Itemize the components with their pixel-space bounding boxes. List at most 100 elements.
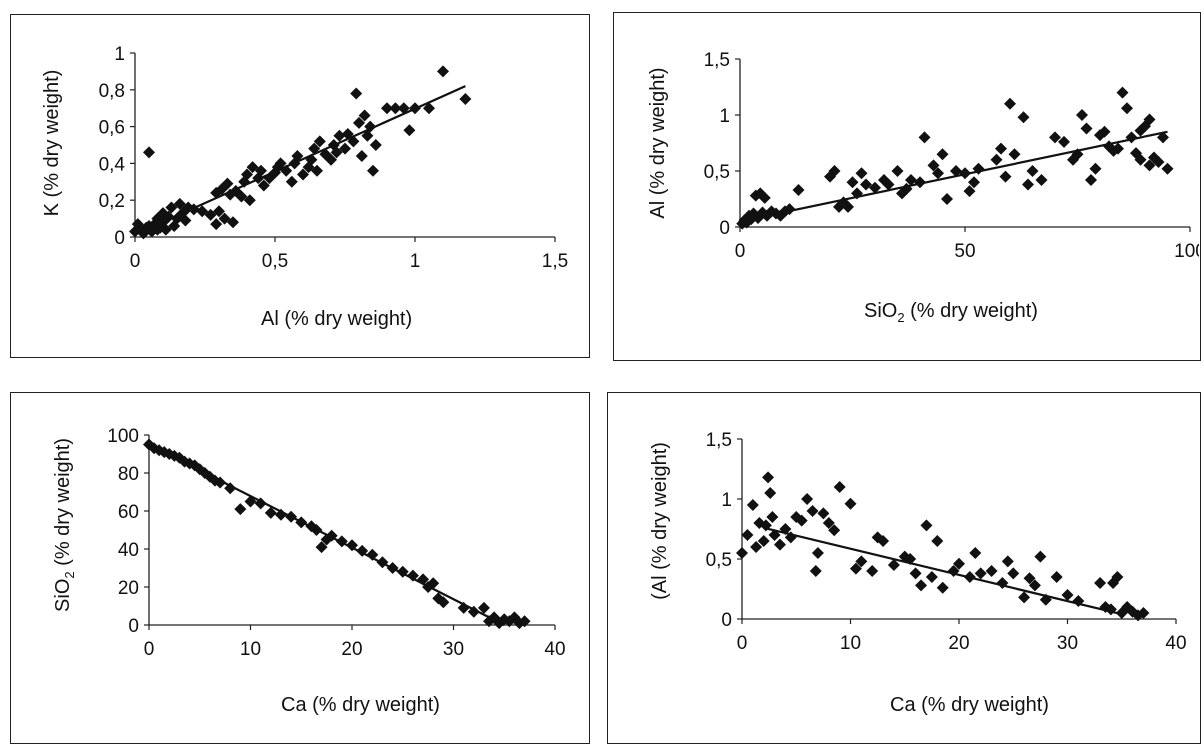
y-axis-label: Al (% dry weight) [647, 67, 669, 218]
y-tick-label: 0 [114, 228, 125, 249]
y-tick-label: 0,6 [99, 118, 125, 139]
data-point [969, 547, 982, 559]
data-point [792, 184, 805, 197]
data-point [866, 565, 879, 577]
data-point [809, 565, 822, 577]
data-point [918, 131, 931, 144]
data-point [1028, 579, 1041, 592]
y-tick-label: 40 [118, 540, 139, 561]
chart-svg: 0 10 20 30 40 0 0,5 1 1,5 Ca (% dry weight) (Al (%… [649, 430, 1187, 716]
y-tick-label: 0,5 [706, 550, 732, 571]
y-tick-label: 100 [107, 426, 139, 447]
x-tick-label: 1 [410, 251, 421, 272]
data-point [397, 102, 410, 115]
data-point [882, 178, 895, 191]
data-point [367, 164, 379, 177]
data-point [358, 109, 371, 122]
data-point [953, 557, 965, 570]
data-point [159, 223, 172, 236]
data-point [909, 567, 922, 580]
data-point [513, 617, 526, 630]
data-point [218, 212, 231, 225]
data-point [1022, 178, 1034, 191]
y-tick-label: 1 [721, 490, 732, 511]
y-tick-label: 80 [118, 464, 139, 485]
data-point [1008, 148, 1021, 161]
data-point [518, 615, 531, 628]
y-tick-label: 1,5 [706, 430, 732, 451]
data-point [974, 567, 987, 580]
data-point [364, 120, 377, 133]
data-point [333, 129, 346, 142]
data-point [1094, 577, 1107, 589]
data-point [1039, 593, 1052, 606]
data-point [1143, 113, 1156, 126]
y-tick-label: 1 [719, 106, 730, 127]
data-point [1026, 165, 1039, 177]
data-point [758, 191, 771, 204]
data-point [1004, 97, 1016, 110]
data-point [927, 159, 940, 172]
data-point [844, 497, 857, 510]
data-point [213, 205, 225, 218]
data-point [459, 93, 472, 105]
data-point [325, 153, 337, 166]
chart-panel-al-vs-ca: 0 10 20 30 40 0 0,5 1 1,5 Ca (% dry weight) (Al (%… [607, 392, 1201, 744]
data-point [1161, 162, 1174, 175]
data-point [1049, 131, 1061, 144]
trend-line [148, 443, 505, 626]
data-point [963, 185, 976, 198]
data-point [508, 611, 521, 624]
data-point [842, 200, 854, 213]
y-tick-label: 0 [721, 610, 732, 631]
x-tick-label: 30 [1057, 633, 1078, 654]
data-point [274, 157, 287, 170]
data-point [750, 541, 763, 553]
data-point [833, 481, 846, 493]
data-point [1034, 550, 1047, 563]
data-point [427, 577, 440, 590]
data-point [905, 173, 917, 186]
data-point [488, 611, 501, 624]
trend-line [763, 526, 1123, 616]
x-tick-label: 40 [1165, 633, 1186, 654]
data-point [350, 87, 363, 100]
data-point [165, 201, 178, 214]
x-tick-label: 0 [144, 639, 155, 660]
data-point [432, 592, 445, 605]
data-point [1023, 572, 1036, 585]
data-point [330, 146, 343, 159]
x-tick-label: 40 [544, 639, 565, 660]
data-point [1017, 111, 1030, 124]
data-point [795, 514, 808, 527]
data-point [311, 164, 323, 177]
data-point [766, 511, 779, 523]
data-point [828, 165, 841, 177]
x-axis-label: Al (% dry weight) [261, 308, 412, 330]
data-point [417, 573, 430, 586]
data-point [257, 179, 270, 192]
x-tick-label: 0 [735, 241, 746, 262]
data-point [339, 142, 351, 155]
data-point [932, 167, 944, 180]
data-point [741, 529, 754, 541]
data-point [1076, 109, 1088, 121]
data-point [1116, 86, 1129, 99]
x-axis-label: Ca (% dry weight) [890, 694, 1049, 716]
data-point [746, 499, 759, 511]
data-point [968, 176, 980, 189]
y-tick-label: 0 [128, 616, 139, 637]
x-tick-label: 1,5 [542, 251, 568, 272]
data-point [1018, 591, 1031, 604]
data-point [936, 148, 949, 161]
x-tick-label: 20 [341, 639, 362, 660]
x-tick-label: 10 [840, 633, 861, 654]
data-point [1001, 555, 1014, 568]
data-point [227, 216, 239, 229]
data-point [143, 146, 155, 159]
data-point [1085, 173, 1097, 186]
data-point [849, 562, 862, 575]
data-point [313, 135, 326, 148]
x-tick-label: 50 [954, 241, 975, 262]
data-point [999, 170, 1012, 183]
